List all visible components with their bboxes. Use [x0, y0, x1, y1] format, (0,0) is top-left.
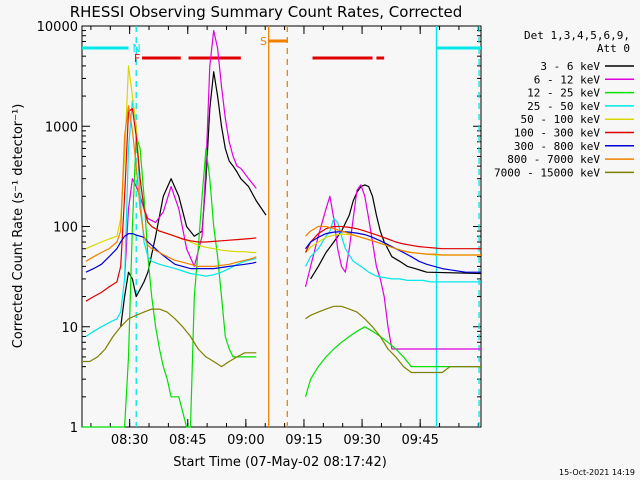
x-tick-label: 09:00: [227, 433, 264, 448]
series-line-5: [85, 65, 481, 256]
legend-label: 3 - 6 keV: [540, 60, 600, 73]
y-tick-label: 100: [53, 221, 78, 236]
legend-label: 6 - 12 keV: [534, 73, 601, 86]
series-lines: [82, 30, 482, 428]
x-tick-label: 09:15: [285, 433, 322, 448]
legend-label: 100 - 300 keV: [514, 127, 600, 140]
series-line-8: [85, 105, 481, 267]
y-tick-label: 10: [61, 321, 78, 336]
legend-header-line-1: Det 1,3,4,5,6,9,: [524, 29, 630, 42]
legend-label: 50 - 100 keV: [521, 113, 601, 126]
legend-label: 25 - 50 keV: [527, 100, 600, 113]
x-tick-label: 08:30: [111, 433, 148, 448]
footer-timestamp: 15-Oct-2021 14:19: [559, 468, 635, 477]
x-tick-label: 08:45: [169, 433, 206, 448]
series-line-7: [85, 231, 481, 273]
y-axis-ticks: 1 10 100 1000 10000: [37, 20, 481, 436]
series-line-3: [82, 135, 481, 428]
series-line-2: [124, 30, 481, 350]
flag-label-n: N: [132, 42, 140, 55]
y-tick-label: 10000: [37, 20, 78, 35]
time-markers: [135, 26, 480, 427]
y-axis-label: Corrected Count Rate (s⁻¹ detector⁻¹): [11, 104, 26, 349]
legend-label: 12 - 25 keV: [527, 87, 600, 100]
series-line-1: [120, 71, 482, 327]
series-line-6: [85, 108, 481, 302]
legend-label: 7000 - 15000 keV: [494, 166, 600, 179]
flag-label-s: S: [260, 35, 267, 48]
legend-header-line-2: Att 0: [597, 42, 630, 55]
series-line-9: [82, 305, 481, 374]
x-tick-label: 09:45: [401, 433, 438, 448]
flag-label-f: F: [134, 52, 140, 65]
x-axis-label: Start Time (07-May-02 08:17:42): [173, 455, 387, 470]
y-tick-label: 1000: [45, 120, 78, 135]
x-axis-ticks: 08:30 08:45 09:00 09:15 09:30 09:45: [90, 26, 479, 448]
legend-label: 300 - 800 keV: [514, 140, 600, 153]
x-tick-label: 09:30: [343, 433, 380, 448]
y-tick-label: 1: [70, 421, 78, 436]
flag-bars: NF S: [82, 35, 481, 65]
series-line-4: [85, 100, 481, 337]
chart-title: RHESSI Observing Summary Count Rates, Co…: [70, 3, 463, 21]
legend-label: 800 - 7000 keV: [507, 153, 600, 166]
